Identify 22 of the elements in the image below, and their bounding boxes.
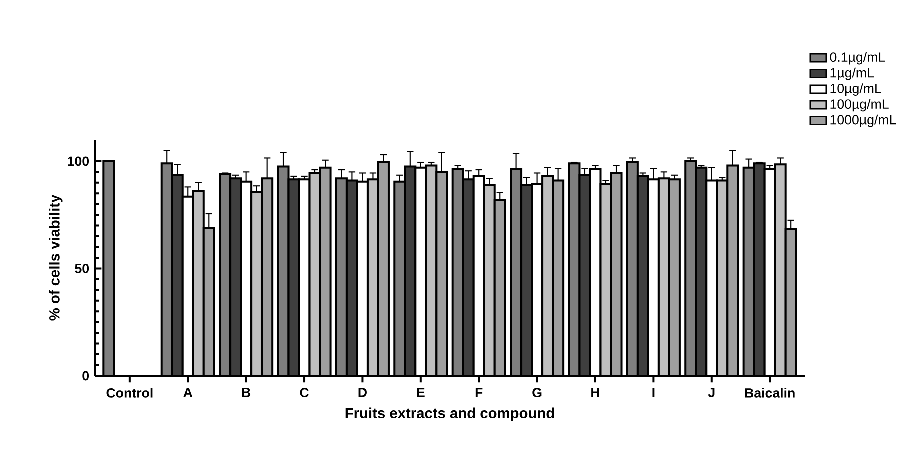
legend-label: 0.1µg/mL (830, 52, 886, 65)
legend-label: 1µg/mL (830, 68, 874, 80)
x-tick-label: J (708, 388, 715, 398)
legend-label: 100µg/mL (830, 99, 889, 112)
x-tick-label: H (592, 388, 600, 398)
x-tick-label: Control (106, 388, 153, 398)
x-tick-label: A (184, 388, 193, 398)
y-axis-title: % of cells viability (49, 194, 63, 321)
x-tick-label: D (358, 388, 367, 398)
x-tick-label: E (417, 388, 425, 398)
y-tick-label: 50 (75, 264, 90, 274)
x-tick-label: B (242, 388, 251, 398)
x-tick-label: Baicalin (745, 388, 795, 398)
x-axis-title: Fruits extracts and compound (346, 408, 554, 422)
x-tick-label: G (532, 388, 542, 398)
x-tick-label: C (300, 388, 309, 398)
y-tick-label: 100 (68, 156, 90, 166)
x-tick-label: F (476, 388, 483, 398)
legend-label: 10µg/mL (830, 84, 882, 96)
x-tick-label: I (652, 388, 655, 398)
legend-label: 1000µg/mL (830, 114, 896, 128)
y-tick-label: 0 (82, 371, 90, 381)
